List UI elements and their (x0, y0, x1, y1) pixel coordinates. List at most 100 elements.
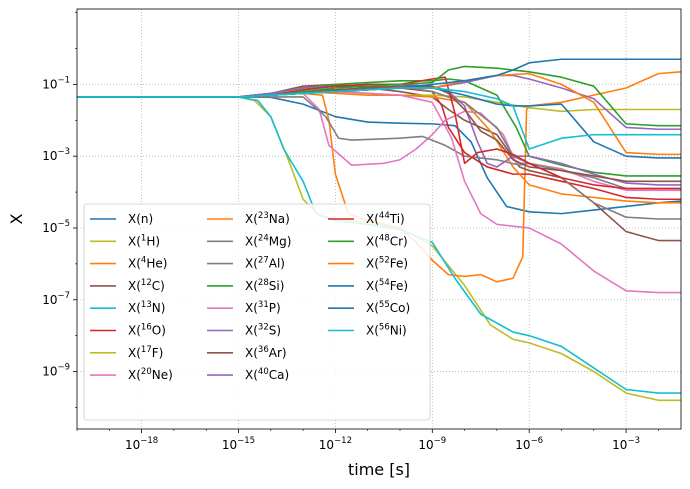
legend-suffix: ) (280, 279, 285, 293)
y-tick-exponent: −1 (57, 75, 70, 85)
legend-suffix: ) (163, 257, 168, 271)
x-tick-label: 10−9 (418, 436, 446, 452)
legend-prefix: X( (245, 234, 258, 248)
legend-mass-number: 4 (141, 256, 146, 266)
x-tick-exponent: −12 (334, 436, 352, 446)
legend-prefix: X( (245, 279, 258, 293)
legend-suffix: ) (168, 368, 173, 382)
x-tick-base: 10 (319, 438, 334, 452)
legend-entry: X(20Ne) (128, 367, 173, 382)
legend-suffix: ) (280, 257, 285, 271)
legend-mass-number: 17 (141, 345, 152, 355)
series-line-48Cr (77, 65, 681, 127)
legend-symbol: S (269, 324, 277, 338)
legend-prefix: X( (128, 212, 141, 226)
series-line-56Ni (77, 87, 681, 150)
y-tick-base: 10 (42, 149, 57, 163)
legend-entry: X(13N) (128, 300, 165, 315)
y-tick-exponent: −5 (57, 219, 70, 229)
legend-symbol: F (152, 346, 159, 360)
legend-suffix: ) (287, 234, 292, 248)
legend-entry: X(56Ni) (366, 323, 407, 338)
legend-mass-number: 55 (379, 300, 390, 310)
legend-symbol: Mg (269, 234, 287, 248)
legend-suffix: ) (285, 212, 290, 226)
legend-suffix: ) (282, 346, 287, 360)
x-tick-base: 10 (222, 438, 237, 452)
legend-symbol: Si (269, 279, 280, 293)
legend-mass-number: 28 (258, 278, 269, 288)
legend-entry: X(44Ti) (366, 211, 405, 226)
y-tick-label: 10−9 (42, 363, 70, 379)
legend-prefix: X( (245, 346, 258, 360)
x-tick-base: 10 (515, 438, 530, 452)
legend-entry: X(24Mg) (245, 233, 291, 248)
legend-mass-number: 48 (379, 233, 390, 243)
y-tick-label: 10−7 (42, 291, 70, 307)
series-line-n (77, 96, 681, 215)
legend-prefix: X( (245, 324, 258, 338)
y-tick-exponent: −9 (57, 363, 70, 373)
legend-symbol: O (152, 324, 161, 338)
legend-mass-number: 31 (258, 300, 269, 310)
legend-mass-number: 23 (258, 211, 269, 221)
legend-entry: X(55Co) (366, 300, 410, 315)
legend-suffix: ) (400, 212, 405, 226)
y-tick-base: 10 (42, 77, 57, 91)
y-tick-base: 10 (42, 293, 57, 307)
legend-entry: X(32S) (245, 323, 281, 338)
legend-prefix: X( (366, 257, 379, 271)
legend-entry: X(40Ca) (245, 367, 289, 382)
legend-symbol: Fe (390, 257, 404, 271)
legend-entry: X(16O) (128, 323, 166, 338)
legend-suffix: ) (284, 368, 289, 382)
x-tick-exponent: −15 (237, 436, 255, 446)
legend-symbol: Ar (269, 346, 282, 360)
x-tick-exponent: −9 (434, 436, 447, 446)
legend-entry: X(54Fe) (366, 278, 408, 293)
series-line-24Mg (77, 96, 681, 190)
legend-symbol: n (141, 212, 149, 226)
legend-symbol: Ne (152, 368, 168, 382)
legend-prefix: X( (128, 346, 141, 360)
legend-mass-number: 27 (258, 256, 269, 266)
legend-symbol: Ca (269, 368, 285, 382)
legend-mass-number: 36 (258, 345, 269, 355)
legend-mass-number: 13 (141, 300, 152, 310)
legend-symbol: Fe (390, 279, 404, 293)
legend-prefix: X( (128, 324, 141, 338)
legend-mass-number: 16 (141, 323, 152, 333)
x-tick-exponent: −3 (627, 436, 640, 446)
legend-suffix: ) (276, 324, 281, 338)
legend-suffix: ) (160, 279, 165, 293)
legend-symbol: Ti (389, 212, 400, 226)
y-tick-exponent: −7 (57, 291, 70, 301)
legend-entry: X(23Na) (245, 211, 290, 226)
series-line-44Ti (77, 76, 681, 190)
legend-entry: X(n) (128, 212, 153, 226)
legend-suffix: ) (403, 257, 408, 271)
legend-mass-number: 54 (379, 278, 390, 288)
y-tick-base: 10 (42, 365, 57, 379)
legend-entry: X(52Fe) (366, 256, 408, 271)
legend-prefix: X( (128, 279, 141, 293)
legend-symbol: H (146, 234, 155, 248)
series-line-4He (77, 71, 681, 283)
legend-prefix: X( (128, 301, 141, 315)
plot-frame (76, 8, 682, 430)
legend-suffix: ) (403, 234, 408, 248)
legend-box (83, 203, 431, 421)
series-line-32S (77, 83, 681, 186)
x-axis-label: time [s] (348, 460, 410, 479)
x-tick-label: 10−18 (125, 436, 158, 452)
legend-mass-number: 1 (141, 233, 146, 243)
legend-mass-number: 32 (258, 323, 269, 333)
y-axis-label: X (7, 213, 26, 224)
x-tick-base: 10 (125, 438, 140, 452)
legend-mass-number: 56 (379, 323, 390, 333)
axis-ticks: 10−18 10−15 10−12 10−9 10−6 10−310−110−310−51… (42, 12, 659, 452)
legend-entry: X(17F) (128, 345, 163, 360)
legend-symbol: N (152, 301, 161, 315)
legend-prefix: X( (245, 212, 258, 226)
